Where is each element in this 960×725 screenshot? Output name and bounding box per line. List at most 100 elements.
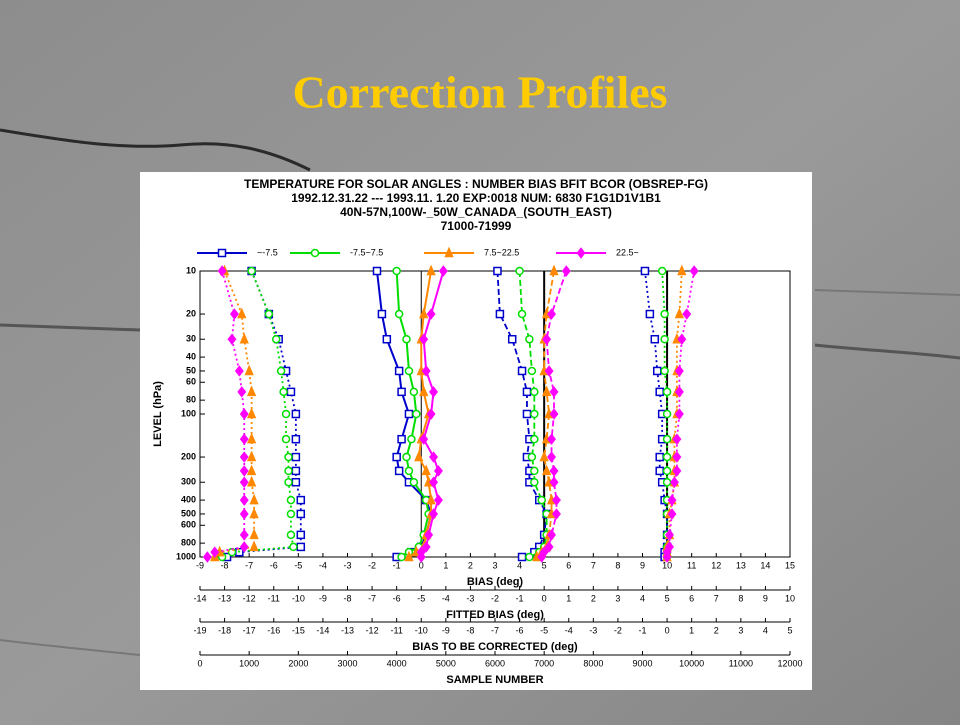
x-tick-label: -2 — [491, 593, 499, 603]
x-tick-label: 0 — [197, 658, 202, 668]
x-tick-label: -3 — [589, 625, 597, 635]
profile-marker — [394, 366, 404, 376]
x-tick-label: -10 — [292, 593, 305, 603]
chart-title: TEMPERATURE FOR SOLAR ANGLES : NUMBER BI… — [244, 177, 708, 191]
profile-marker — [561, 265, 571, 277]
profile-marker — [291, 466, 301, 476]
x-tick-label: 8000 — [583, 658, 603, 668]
profile-marker — [414, 450, 424, 462]
x-tick-label: -3 — [343, 560, 351, 570]
profile-marker — [284, 466, 293, 476]
profile-marker — [239, 408, 249, 420]
x-tick-label: 11000 — [729, 658, 753, 668]
profile-marker — [419, 333, 429, 345]
legend-label: 22.5~ — [616, 247, 639, 257]
x-tick-label: 15 — [785, 560, 795, 570]
profile-marker — [530, 434, 539, 444]
x-tick-label: -11 — [268, 593, 280, 603]
legend-label: -7.5~7.5 — [350, 247, 383, 257]
profile-marker — [264, 309, 274, 319]
x-tick-label: -2 — [614, 625, 622, 635]
x-tick-label: 2 — [468, 560, 473, 570]
profile-marker — [537, 495, 546, 505]
profile-marker — [247, 266, 256, 276]
profile-marker — [412, 409, 421, 419]
x-tick-label: 14 — [760, 560, 770, 570]
x-tick-label: -12 — [366, 625, 379, 635]
profile-marker — [407, 434, 416, 444]
x-tick-label: -8 — [343, 593, 351, 603]
profile-marker — [517, 309, 527, 319]
x-tick-label: 7000 — [534, 658, 554, 668]
profile-marker — [284, 477, 293, 487]
profile-marker — [296, 530, 306, 540]
x-tick-label: -1 — [638, 625, 646, 635]
profile-marker — [426, 493, 436, 505]
profile-marker — [419, 307, 429, 319]
profile-marker — [409, 387, 419, 397]
legend-label: 7.5~22.5 — [484, 247, 519, 257]
chart-panel — [140, 172, 812, 690]
x-tick-label: -19 — [193, 625, 206, 635]
profile-marker — [394, 309, 404, 319]
x-tick-label: -4 — [565, 625, 573, 635]
profile-marker — [239, 451, 249, 463]
profile-marker — [246, 407, 257, 419]
profile-marker — [660, 309, 669, 319]
profile-marker — [507, 334, 517, 344]
profile-line — [214, 270, 255, 558]
profile-marker — [404, 366, 414, 376]
x-tick-label: -4 — [442, 593, 450, 603]
y-tick-label: 200 — [181, 451, 196, 461]
profile-marker — [279, 387, 288, 397]
profile-marker — [662, 387, 672, 397]
profile-marker — [672, 433, 682, 445]
profile-marker — [291, 452, 301, 462]
y-tick-label: 1000 — [176, 551, 196, 561]
x-tick-label: -7 — [245, 560, 253, 570]
x-tick-label: 6000 — [485, 658, 505, 668]
profile-marker — [286, 530, 296, 540]
profile-marker — [239, 494, 249, 506]
x-tick-label: 8 — [738, 593, 743, 603]
x-tick-label: 9000 — [632, 658, 652, 668]
x-tick-label: 1 — [689, 625, 694, 635]
profile-marker — [239, 529, 249, 541]
profile-marker — [434, 494, 443, 506]
x-tick-label: 3000 — [337, 658, 357, 668]
x-tick-label: 7 — [591, 560, 596, 570]
profile-marker — [239, 508, 249, 520]
profile-marker — [246, 432, 257, 444]
profile-marker — [284, 452, 293, 462]
x-tick-label: 2 — [591, 593, 596, 603]
profile-marker — [239, 465, 249, 477]
profile-marker — [419, 433, 429, 445]
y-tick-label: 50 — [186, 365, 196, 375]
profile-marker — [674, 307, 685, 319]
profile-marker — [404, 409, 414, 419]
x-tick-label: 4 — [763, 625, 768, 635]
profile-line — [408, 270, 433, 558]
x-tick-label: 9 — [763, 593, 768, 603]
profile-marker — [404, 466, 414, 476]
profile-marker — [677, 333, 687, 345]
profile-marker — [291, 409, 301, 419]
x-tick-label: -14 — [316, 625, 329, 635]
profile-marker — [645, 309, 655, 319]
profile-marker — [392, 452, 401, 462]
profile-marker — [547, 433, 556, 445]
legend-marker — [444, 246, 454, 258]
x-tick-label: 4 — [640, 593, 645, 603]
y-tick-label: 20 — [186, 308, 196, 318]
x-axis-label: SAMPLE NUMBER — [446, 674, 543, 686]
x-tick-label: 0 — [419, 560, 424, 570]
x-tick-label: 6 — [689, 593, 694, 603]
profile-marker — [429, 476, 438, 488]
legend-marker — [310, 248, 320, 258]
profile-marker — [246, 385, 257, 397]
profile-marker — [426, 408, 436, 420]
profile-marker — [662, 434, 672, 444]
profile-marker — [397, 434, 406, 444]
y-tick-label: 600 — [181, 520, 196, 530]
profile-marker — [655, 452, 664, 462]
